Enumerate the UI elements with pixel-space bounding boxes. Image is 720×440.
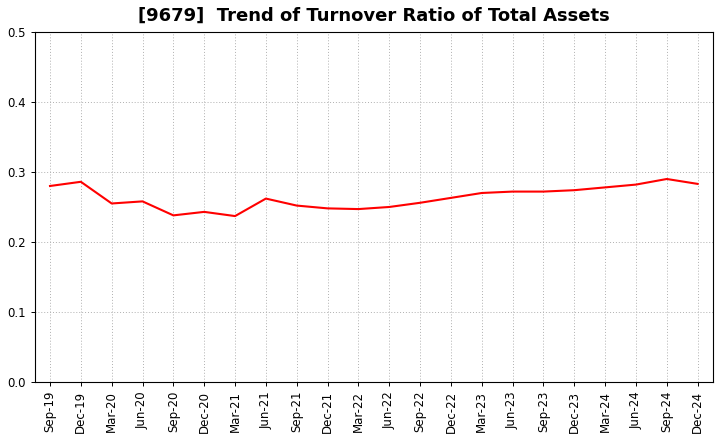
Title: [9679]  Trend of Turnover Ratio of Total Assets: [9679] Trend of Turnover Ratio of Total … xyxy=(138,7,610,25)
